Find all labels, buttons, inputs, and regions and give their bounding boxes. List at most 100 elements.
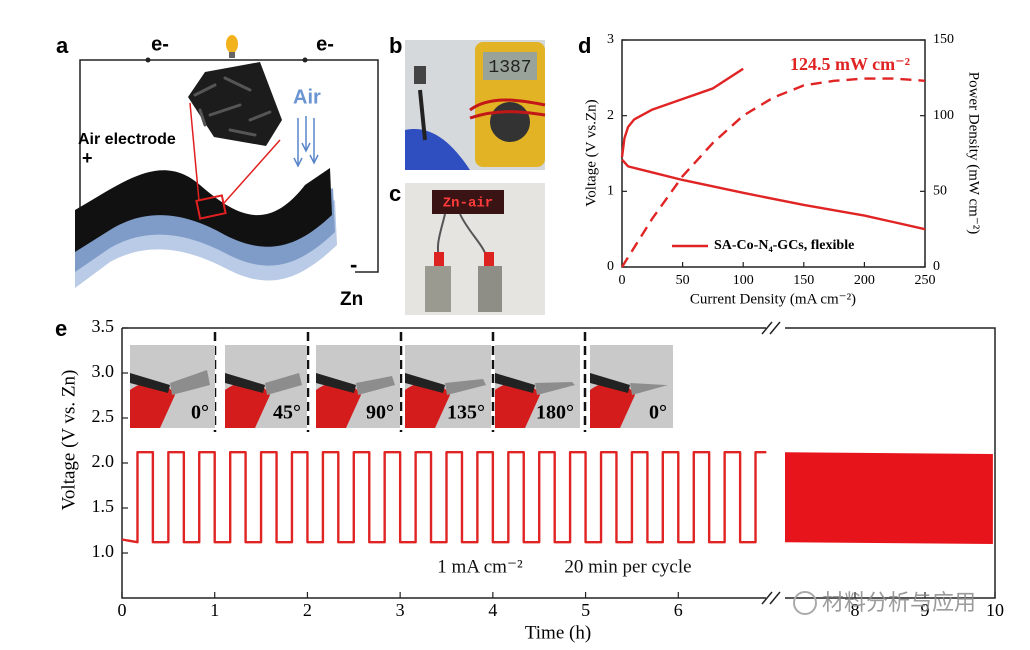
watermark: 材料分析与应用 xyxy=(822,590,976,615)
x-axis-title: Time (h) xyxy=(525,622,591,643)
positive-label: + xyxy=(82,148,93,168)
x-tick-label: 4 xyxy=(488,600,497,620)
bulb-base xyxy=(229,52,235,58)
inset-clip xyxy=(405,373,445,393)
inset-label: 45° xyxy=(273,402,301,424)
inset-electrode xyxy=(630,383,668,395)
x-tick-label: 6 xyxy=(674,600,683,620)
electrode xyxy=(478,266,502,312)
x-tick-label: 10 xyxy=(986,600,1004,620)
zoom-line xyxy=(189,102,200,202)
inset-electrode xyxy=(170,370,210,395)
bulb xyxy=(226,35,238,53)
negative-label: - xyxy=(350,252,357,277)
glove xyxy=(405,129,470,170)
series-line xyxy=(121,451,767,544)
series-line xyxy=(620,77,926,268)
inset-label: 180° xyxy=(536,402,574,424)
inset-clip xyxy=(225,373,265,393)
panel-label: b xyxy=(389,33,402,58)
x-tick-label: 0 xyxy=(118,600,127,620)
anode-label: Zn xyxy=(340,289,363,310)
meter-display xyxy=(483,52,537,80)
meter-dial xyxy=(490,102,530,142)
wire-node xyxy=(145,57,151,63)
inset-label: 0° xyxy=(191,402,209,424)
porous-texture xyxy=(193,76,272,137)
zoom-line xyxy=(223,139,281,204)
x-tick-label: 150 xyxy=(793,273,814,288)
wires xyxy=(469,98,546,120)
inset-electrode xyxy=(535,382,575,395)
y-tick-label: 1 xyxy=(607,184,614,199)
x-tick-label: 100 xyxy=(733,273,754,288)
inset-clip xyxy=(495,382,540,428)
x-tick-label: 200 xyxy=(854,273,875,288)
inset-clip xyxy=(225,382,270,428)
x-tick-label: 5 xyxy=(581,600,590,620)
inset-label: 135° xyxy=(447,402,485,424)
y-tick-label: 1.5 xyxy=(92,496,115,516)
x-tick-label: 1 xyxy=(210,600,219,620)
inset-clip xyxy=(590,373,630,393)
legend-label: SA-Co-N₄-GCs, flexible xyxy=(714,238,854,253)
arrow-heads xyxy=(293,142,319,168)
clip xyxy=(484,252,494,268)
x-tick-label: 3 xyxy=(396,600,405,620)
x-tick-label: 0 xyxy=(619,273,626,288)
inset-clip xyxy=(590,382,635,428)
inset-clip xyxy=(130,373,170,393)
inset-electrode xyxy=(445,379,486,395)
panel-label: a xyxy=(56,33,69,58)
y2-tick-label: 100 xyxy=(933,108,954,123)
y2-axis-title: Power Density (mW cm⁻²) xyxy=(966,72,982,235)
meter-reading: 1387 xyxy=(488,58,531,78)
electrode xyxy=(425,266,451,312)
panel-label: e xyxy=(55,316,67,341)
panel-label: c xyxy=(389,181,401,206)
probe xyxy=(418,89,427,141)
inset-clip xyxy=(316,373,356,393)
electron-label: e- xyxy=(151,33,169,55)
electron-label: e- xyxy=(316,33,334,55)
wire-node xyxy=(302,57,308,63)
inset-electrode xyxy=(265,373,302,395)
inset-label: 0° xyxy=(649,402,667,424)
cell xyxy=(414,66,426,84)
y-tick-label: 3.5 xyxy=(92,316,115,336)
x-tick-label: 250 xyxy=(915,273,936,288)
y2-tick-label: 50 xyxy=(933,184,947,199)
y-tick-label: 2.5 xyxy=(92,406,115,426)
wire xyxy=(79,59,379,273)
inset-clip xyxy=(495,373,535,393)
electrode-label: Air electrode xyxy=(78,131,176,148)
y-axis-title: Voltage (V vs.Zn) xyxy=(583,99,599,206)
y-tick-label: 3 xyxy=(607,32,614,47)
y-tick-label: 2.0 xyxy=(92,451,115,471)
inset-clip xyxy=(405,382,450,428)
watermark-icon xyxy=(793,591,817,615)
x-tick-label: 8 xyxy=(851,600,860,620)
axis-break xyxy=(761,321,781,605)
y-tick-label: 3.0 xyxy=(92,361,115,381)
y-tick-label: 2 xyxy=(607,108,614,123)
series-line xyxy=(620,67,744,158)
clip xyxy=(434,252,444,268)
led-board xyxy=(432,190,504,214)
porous-carbon xyxy=(188,62,282,146)
y-tick-label: 0 xyxy=(607,259,614,274)
x-tick-label: 2 xyxy=(303,600,312,620)
air-arrows xyxy=(297,116,315,165)
annotation: 1 mA cm⁻² xyxy=(437,556,523,577)
annotation: 20 min per cycle xyxy=(564,556,691,577)
x-tick-label: 9 xyxy=(921,600,930,620)
series-band xyxy=(785,452,993,544)
series-line xyxy=(621,158,926,231)
annotation: 124.5 mW cm⁻² xyxy=(790,54,910,74)
y2-tick-label: 150 xyxy=(933,32,954,47)
zoom-box xyxy=(195,194,227,220)
y-axis-title: Voltage (V vs. Zn) xyxy=(58,370,79,511)
inset-clip xyxy=(130,382,175,428)
y2-tick-label: 0 xyxy=(933,259,940,274)
